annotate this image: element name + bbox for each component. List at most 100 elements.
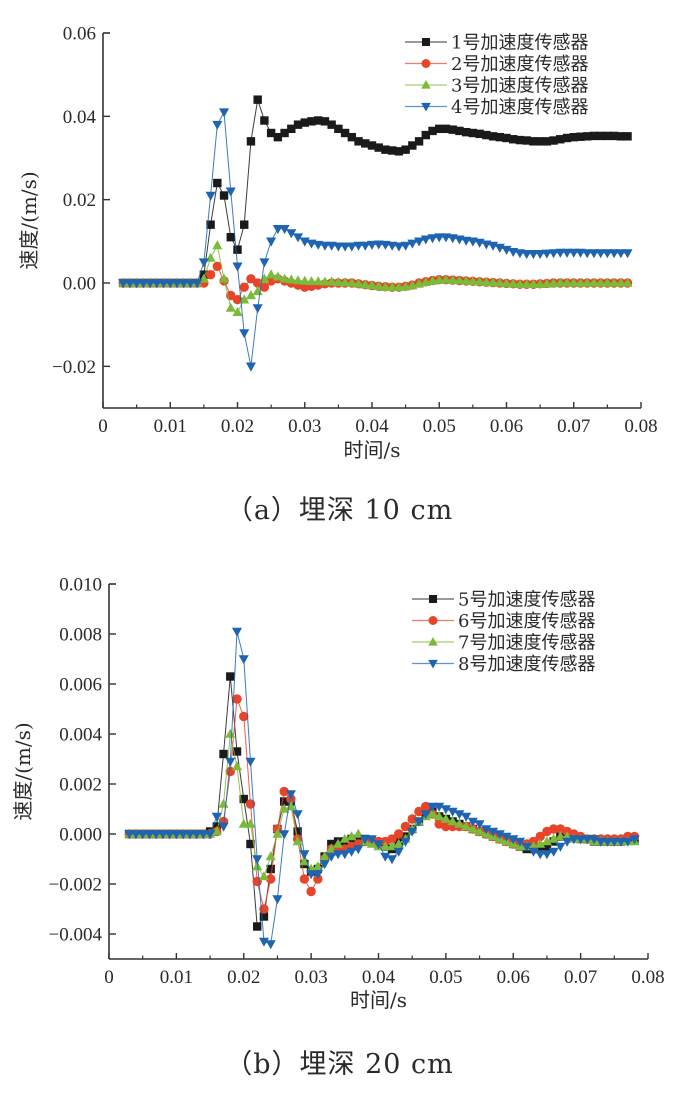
data-point <box>299 275 310 285</box>
data-point <box>380 841 391 851</box>
data-point <box>394 147 404 156</box>
data-point <box>219 749 228 759</box>
data-point <box>246 274 256 284</box>
series-line <box>123 110 628 367</box>
data-point <box>602 249 613 259</box>
x-tick-label: 0 <box>104 967 114 988</box>
data-point <box>225 302 236 312</box>
series-line <box>129 676 635 928</box>
legend-item: 4号加速度传感器 <box>405 97 588 118</box>
data-point <box>454 810 465 820</box>
data-point <box>258 871 270 881</box>
data-point <box>346 277 357 287</box>
y-axis-title: 速度/(m/s) <box>11 722 35 820</box>
data-point <box>494 277 505 287</box>
data-point <box>212 120 223 130</box>
data-point <box>137 830 148 840</box>
data-point <box>555 842 566 852</box>
data-point <box>414 806 424 817</box>
data-point <box>447 274 458 284</box>
series-line <box>123 99 628 284</box>
series-2 <box>124 694 640 914</box>
data-point <box>528 847 539 857</box>
data-point <box>373 240 384 250</box>
data-point <box>279 273 290 283</box>
data-point <box>561 277 573 287</box>
data-point <box>118 279 129 289</box>
data-point <box>595 837 606 847</box>
data-point <box>595 277 606 287</box>
legend-label: 4号加速度传感器 <box>451 97 588 118</box>
data-point <box>353 241 364 251</box>
series-4 <box>118 108 633 372</box>
data-point <box>279 830 290 840</box>
data-point <box>582 277 593 287</box>
data-point <box>622 249 633 259</box>
data-point <box>286 229 297 239</box>
data-point <box>609 249 620 259</box>
data-point <box>285 790 296 800</box>
data-point <box>225 757 236 767</box>
data-point <box>213 178 222 188</box>
data-point <box>616 837 627 847</box>
data-point <box>205 191 216 201</box>
data-point <box>339 833 350 843</box>
data-point <box>259 912 269 921</box>
series-3 <box>118 240 633 316</box>
data-point <box>233 245 242 254</box>
data-point <box>568 835 579 845</box>
data-point <box>131 279 142 289</box>
data-point <box>253 922 262 931</box>
data-point <box>521 279 532 289</box>
data-point <box>306 276 317 286</box>
data-point <box>360 241 371 251</box>
data-point <box>272 271 283 281</box>
data-point <box>266 874 276 884</box>
data-point <box>529 137 538 146</box>
data-point <box>366 835 377 845</box>
legend-label: 5号加速度传感器 <box>458 590 595 611</box>
data-point <box>535 850 546 860</box>
data-point <box>380 281 391 291</box>
data-point <box>232 262 243 272</box>
legend-item: 8号加速度传感器 <box>412 654 595 675</box>
data-point <box>279 797 289 806</box>
data-point <box>198 830 209 840</box>
data-point <box>333 276 344 286</box>
data-point <box>400 837 411 847</box>
data-point <box>420 810 431 820</box>
data-point <box>514 279 525 289</box>
y-tick-label: 0.000 <box>59 825 102 846</box>
data-point <box>258 937 270 947</box>
data-point <box>185 279 196 289</box>
data-point <box>461 275 472 285</box>
data-point <box>427 802 438 812</box>
x-tick-label: 0.03 <box>288 416 321 437</box>
data-point <box>225 187 236 197</box>
data-point <box>440 805 451 815</box>
data-point <box>333 850 344 860</box>
data-point <box>245 818 256 828</box>
data-point <box>441 124 451 134</box>
data-point <box>313 276 324 286</box>
data-point <box>319 851 330 861</box>
data-point <box>615 249 626 259</box>
series-line <box>123 244 628 313</box>
data-point <box>514 837 526 847</box>
data-point <box>562 133 572 143</box>
data-point <box>334 124 343 134</box>
legend-label: 2号加速度传感器 <box>451 54 588 75</box>
data-point <box>609 837 620 847</box>
y-axis-title: 速度/(m/s) <box>17 171 41 269</box>
data-point <box>252 278 263 288</box>
data-point <box>206 220 215 229</box>
data-point <box>575 277 586 287</box>
data-point <box>151 830 162 840</box>
data-point <box>319 276 330 286</box>
data-point <box>124 279 135 289</box>
series-3 <box>124 728 640 881</box>
data-point <box>541 278 552 288</box>
data-point <box>205 269 216 280</box>
data-point <box>521 842 532 852</box>
